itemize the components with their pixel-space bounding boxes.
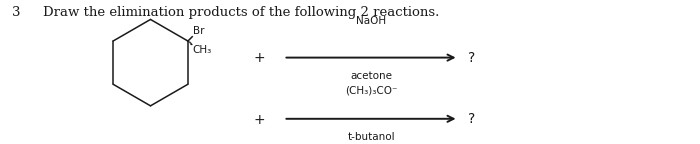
Text: ?: ? <box>468 51 475 65</box>
Text: 3: 3 <box>12 6 20 19</box>
Text: Br: Br <box>193 26 204 36</box>
Text: acetone: acetone <box>350 71 392 81</box>
Text: CH₃: CH₃ <box>192 45 211 55</box>
Text: +: + <box>253 113 265 127</box>
Text: (CH₃)₃CO⁻: (CH₃)₃CO⁻ <box>344 86 398 96</box>
Text: +: + <box>253 51 265 65</box>
Text: Draw the elimination products of the following 2 reactions.: Draw the elimination products of the fol… <box>43 6 440 19</box>
Text: ?: ? <box>468 112 475 126</box>
Text: NaOH: NaOH <box>356 16 386 26</box>
Text: t-butanol: t-butanol <box>347 132 395 142</box>
